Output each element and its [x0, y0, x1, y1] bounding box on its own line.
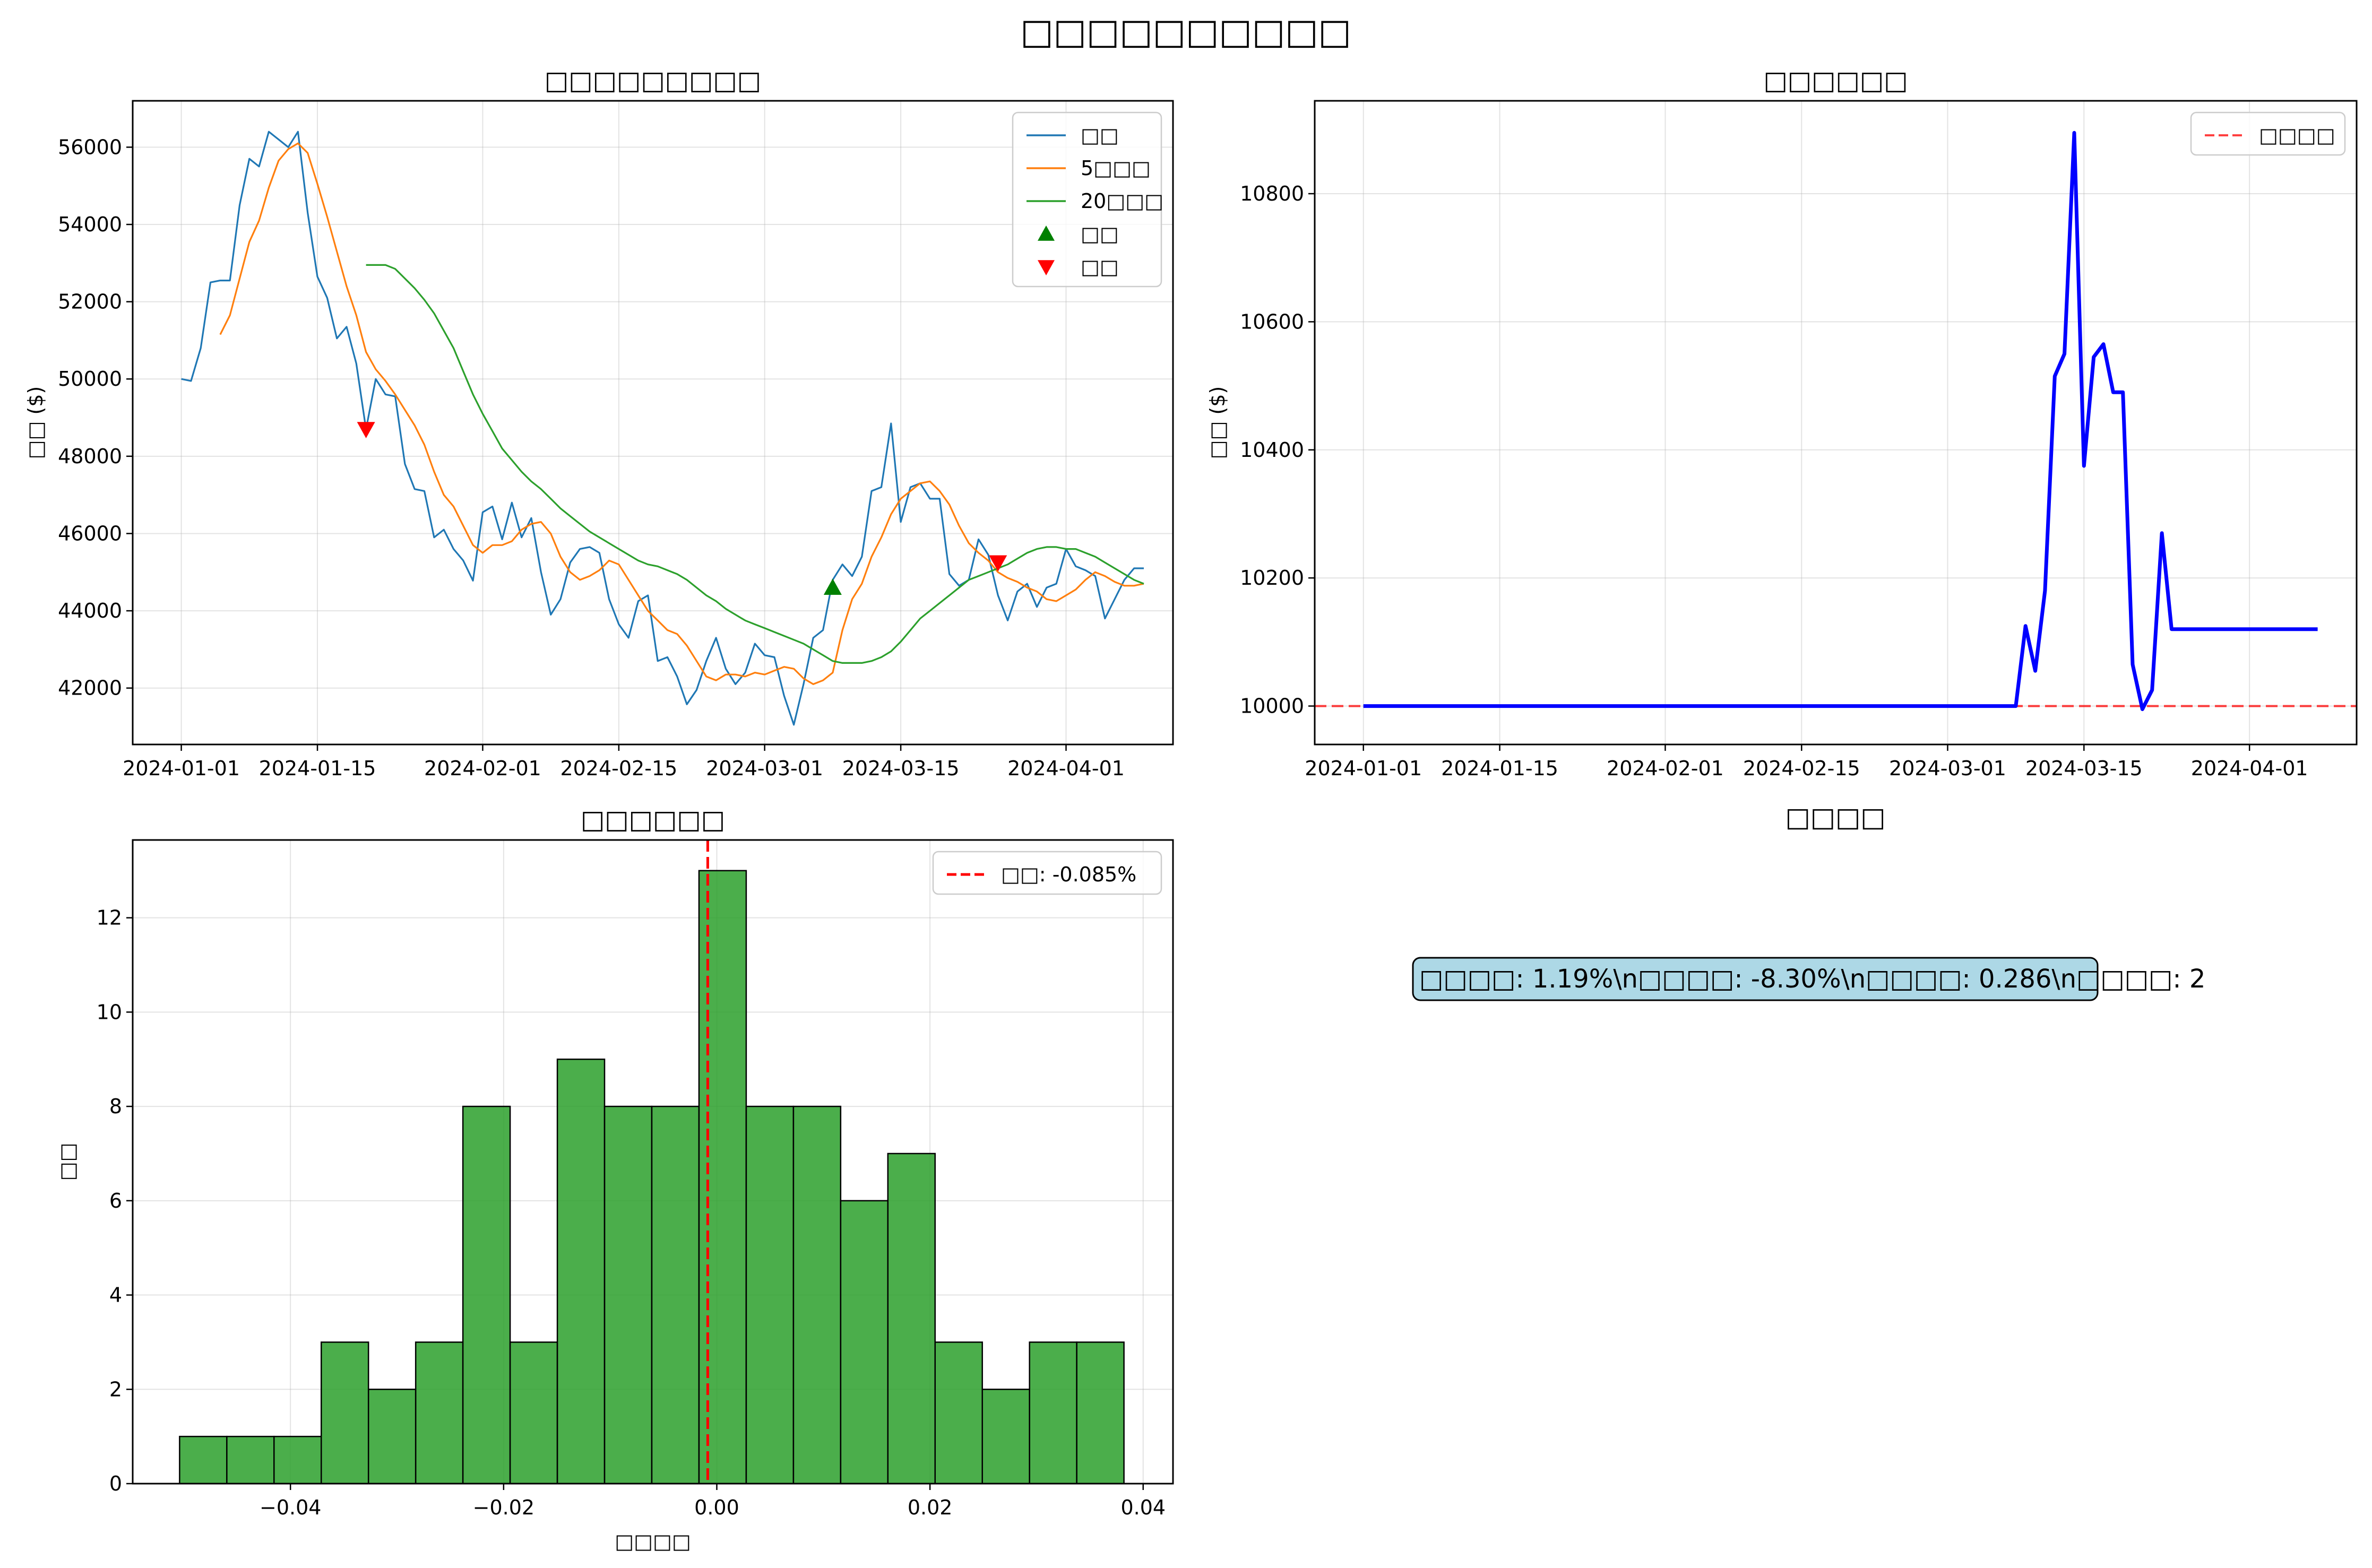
legend-box	[2190, 111, 2346, 156]
legend-label: □□	[1081, 255, 1119, 279]
y-tick-label: 10200	[1240, 566, 1304, 590]
x-tick-label: 2024-03-15	[2025, 757, 2143, 780]
returns-histogram: −0.04 −0.02 0.00 0.02 0.04024681012□□□□□□□□□…	[56, 805, 1174, 1553]
figure-title: □□□□□□□□□□	[1020, 11, 1351, 52]
y-tick-label: 42000	[58, 677, 122, 700]
legend-label: 5□□□	[1081, 157, 1151, 180]
stats-panel: □□□□ □□□□: 1.19%\n□□□□: -8.30%\n□□□□: 0.…	[1412, 802, 2205, 1001]
y-tick-label: 0	[109, 1472, 122, 1495]
plot-frame	[132, 100, 1174, 746]
buy-signal-marker	[823, 578, 842, 595]
stats-text: □□□□: 1.19%\n□□□□: -8.30%\n□□□□: 0.286\n…	[1419, 964, 2205, 994]
legend-label: 20□□□	[1081, 189, 1163, 213]
legend-label: □□: -0.085%	[1001, 863, 1136, 886]
histogram-bar	[556, 1058, 606, 1485]
histogram-bar	[934, 1341, 983, 1485]
x-axis-label: □□□□	[615, 1530, 691, 1553]
y-tick-label: 50000	[58, 367, 122, 391]
x-tick-label: −0.02	[473, 1496, 534, 1519]
portfolio-chart: 2024-01-01 2024-01-15 2024-02-01 2024-02-15…	[1206, 66, 2358, 780]
y-axis-label: □□ ($)	[24, 386, 47, 460]
y-tick-label: 10	[97, 1000, 122, 1024]
x-tick-label: 0.00	[694, 1496, 739, 1519]
x-tick-label: 0.02	[908, 1496, 953, 1519]
y-tick-label: 48000	[58, 445, 122, 468]
series-line-0	[1363, 131, 2318, 712]
y-tick-label: 10000	[1240, 695, 1304, 718]
y-tick-label: 10600	[1240, 310, 1304, 333]
y-tick-label: 10800	[1240, 182, 1304, 205]
legend-swatch	[1038, 226, 1055, 241]
chart-title: □□□□□□	[1763, 66, 1908, 96]
histogram-bar	[509, 1341, 558, 1485]
histogram-bar	[273, 1435, 322, 1485]
y-tick-label: 8	[109, 1095, 122, 1118]
histogram-bar	[1076, 1341, 1125, 1485]
series-line-1	[219, 142, 1144, 685]
x-tick-label: 2024-03-15	[842, 757, 960, 780]
x-tick-label: 2024-02-15	[560, 757, 677, 780]
sell-signal-marker	[357, 422, 375, 438]
histogram-bar	[321, 1341, 369, 1485]
price-chart: 2024-01-01 2024-01-15 2024-02-01 2024-02-15…	[24, 66, 1174, 780]
y-tick-label: 56000	[58, 135, 122, 159]
x-tick-label: 2024-01-01	[123, 757, 240, 780]
y-tick-label: 44000	[58, 599, 122, 622]
y-tick-label: 46000	[58, 522, 122, 545]
chart-title: □□□□□□	[581, 805, 725, 835]
histogram-bar	[887, 1153, 936, 1485]
plot-frame	[1314, 100, 2358, 746]
histogram-bar	[745, 1105, 795, 1485]
histogram-bar	[792, 1105, 842, 1485]
legend-label: □□	[1081, 222, 1119, 246]
legend-box	[1012, 111, 1162, 288]
histogram-bar	[462, 1105, 511, 1485]
histogram-bar	[226, 1435, 275, 1485]
x-tick-label: −0.04	[260, 1496, 321, 1519]
series-line-0	[181, 131, 1144, 726]
y-tick-label: 4	[109, 1284, 122, 1307]
histogram-bar	[840, 1200, 889, 1485]
histogram-bar	[179, 1435, 228, 1485]
x-tick-label: 2024-02-01	[424, 757, 541, 780]
chart-title: □□□□□□□□□	[545, 66, 761, 96]
x-tick-label: 2024-01-01	[1305, 757, 1422, 780]
plot-frame	[132, 839, 1174, 1485]
x-tick-label: 2024-01-15	[1441, 757, 1558, 780]
legend-label: □□□□	[2259, 124, 2335, 147]
histogram-bar	[603, 1105, 653, 1485]
legend-swatch	[1038, 260, 1055, 275]
stats-box	[1412, 957, 2099, 1001]
y-axis-label: □□ ($)	[1206, 386, 1229, 460]
histogram-bar	[415, 1341, 464, 1485]
histogram-bar	[651, 1105, 700, 1485]
y-tick-label: 6	[109, 1189, 122, 1212]
legend-label: □□	[1081, 124, 1119, 147]
legend-box	[932, 851, 1162, 895]
y-tick-label: 2	[109, 1378, 122, 1401]
y-tick-label: 52000	[58, 290, 122, 314]
histogram-bar	[1029, 1341, 1077, 1485]
x-tick-label: 2024-01-15	[259, 757, 376, 780]
x-tick-label: 2024-03-01	[706, 757, 823, 780]
series-line-2	[366, 264, 1144, 664]
x-tick-label: 0.04	[1120, 1496, 1166, 1519]
y-tick-label: 10400	[1240, 438, 1304, 462]
y-tick-label: 12	[97, 906, 122, 930]
x-tick-label: 2024-04-01	[1007, 757, 1125, 780]
y-axis-label: □□	[56, 1143, 79, 1181]
x-tick-label: 2024-04-01	[2191, 757, 2308, 780]
stats-title: □□□□	[1786, 802, 1886, 833]
x-tick-label: 2024-03-01	[1889, 757, 2006, 780]
x-tick-label: 2024-02-01	[1607, 757, 1724, 780]
histogram-bar	[367, 1389, 417, 1485]
y-tick-label: 54000	[58, 213, 122, 236]
histogram-bar	[698, 870, 747, 1485]
sell-signal-marker	[989, 555, 1007, 572]
x-tick-label: 2024-02-15	[1743, 757, 1860, 780]
histogram-bar	[981, 1389, 1030, 1485]
